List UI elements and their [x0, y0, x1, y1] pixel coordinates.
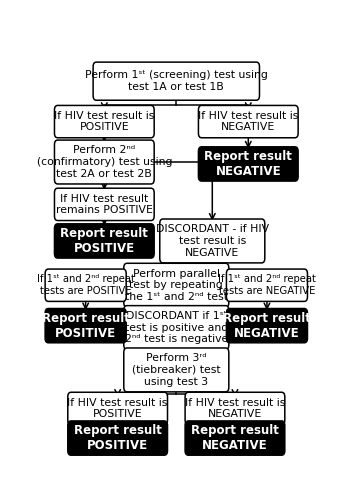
FancyBboxPatch shape — [124, 306, 229, 350]
Text: DISCORDANT if 1ˢᵗ
test is positive and
2ⁿᵈ test is negative: DISCORDANT if 1ˢᵗ test is positive and 2… — [125, 311, 228, 344]
FancyBboxPatch shape — [45, 308, 126, 343]
Text: Report result
NEGATIVE: Report result NEGATIVE — [204, 150, 292, 178]
Text: Perform 2ⁿᵈ
(confirmatory) test using
test 2A or test 2B: Perform 2ⁿᵈ (confirmatory) test using te… — [36, 146, 172, 178]
Text: Perform 3ʳᵈ
(tiebreaker) test
using test 3: Perform 3ʳᵈ (tiebreaker) test using test… — [132, 354, 221, 386]
FancyBboxPatch shape — [54, 188, 154, 220]
FancyBboxPatch shape — [68, 421, 168, 455]
Text: Report result
NEGATIVE: Report result NEGATIVE — [223, 312, 311, 340]
FancyBboxPatch shape — [45, 269, 126, 302]
FancyBboxPatch shape — [54, 106, 154, 138]
Text: If HIV test result is
NEGATIVE: If HIV test result is NEGATIVE — [198, 111, 299, 132]
Text: Report result
POSITIVE: Report result POSITIVE — [74, 424, 162, 452]
FancyBboxPatch shape — [124, 264, 229, 307]
Text: If 1ˢᵗ and 2ⁿᵈ repeat
tests are POSITIVE: If 1ˢᵗ and 2ⁿᵈ repeat tests are POSITIVE — [37, 274, 135, 296]
Text: DISCORDANT - if HIV
test result is
NEGATIVE: DISCORDANT - if HIV test result is NEGAT… — [156, 224, 269, 258]
Text: If HIV test result
remains POSITIVE: If HIV test result remains POSITIVE — [56, 194, 153, 215]
Text: If HIV test result is
NEGATIVE: If HIV test result is NEGATIVE — [185, 398, 285, 419]
FancyBboxPatch shape — [54, 224, 154, 258]
Text: Perform 1ˢᵗ (screening) test using
test 1A or test 1B: Perform 1ˢᵗ (screening) test using test … — [85, 70, 268, 92]
FancyBboxPatch shape — [198, 147, 298, 181]
FancyBboxPatch shape — [185, 392, 285, 424]
Text: If HIV test result is
POSITIVE: If HIV test result is POSITIVE — [67, 398, 168, 419]
FancyBboxPatch shape — [226, 308, 308, 343]
FancyBboxPatch shape — [124, 348, 229, 392]
Text: If HIV test result is
POSITIVE: If HIV test result is POSITIVE — [54, 111, 154, 132]
Text: Report result
POSITIVE: Report result POSITIVE — [61, 227, 148, 255]
FancyBboxPatch shape — [198, 106, 298, 138]
Text: Report result
POSITIVE: Report result POSITIVE — [42, 312, 130, 340]
Text: Perform parallel
test by repeating
the 1ˢᵗ and 2ⁿᵈ test: Perform parallel test by repeating the 1… — [125, 268, 228, 302]
FancyBboxPatch shape — [54, 140, 154, 184]
Text: If 1ˢᵗ and 2ⁿᵈ repeat
tests are NEGATIVE: If 1ˢᵗ and 2ⁿᵈ repeat tests are NEGATIVE — [218, 274, 316, 296]
FancyBboxPatch shape — [226, 269, 308, 302]
Text: Report result
NEGATIVE: Report result NEGATIVE — [191, 424, 279, 452]
FancyBboxPatch shape — [160, 219, 265, 263]
FancyBboxPatch shape — [93, 62, 259, 100]
FancyBboxPatch shape — [68, 392, 168, 424]
FancyBboxPatch shape — [185, 421, 285, 455]
